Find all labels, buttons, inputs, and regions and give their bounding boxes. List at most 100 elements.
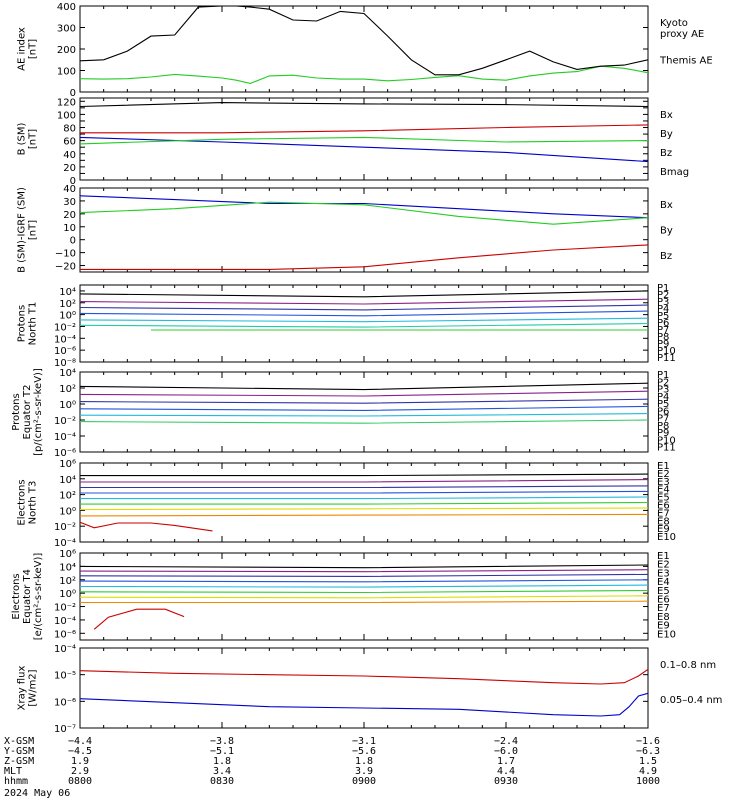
ephemeris-value: 0830 <box>210 776 234 787</box>
series-line-Themis-AE <box>80 6 648 76</box>
y-axis-label: Electrons <box>17 479 28 525</box>
ephemeris-value: −2.4 <box>494 736 518 747</box>
y-tick-label: 10⁴ <box>59 368 76 379</box>
y-tick-label: 400 <box>57 2 76 13</box>
ephemeris-value: 1.9 <box>71 756 89 767</box>
series-line-P2 <box>80 298 648 305</box>
legend-entry: P10 <box>657 346 676 357</box>
y-axis-label: Equator T2 <box>22 385 33 440</box>
legend-entry: E6 <box>657 595 670 606</box>
y-tick-label: 0 <box>70 88 76 99</box>
legend-entry: E7 <box>657 508 670 519</box>
series-line-E8 <box>80 513 648 517</box>
ephemeris-value: −6.0 <box>494 746 518 757</box>
y-tick-label: 10⁰ <box>59 589 76 600</box>
series-line-Bz <box>80 124 648 134</box>
legend-entry: P11 <box>657 443 676 454</box>
panel-db: −20 −10 0 10 20 30 40 B (SM)-IGRF (SM) [nT] Bx By B… <box>17 184 673 273</box>
ephemeris-value: −3.8 <box>210 736 234 747</box>
y-tick-label: 10⁻⁴ <box>54 432 76 443</box>
panel-xray: 10⁻⁷ 10⁻⁶ 10⁻⁵ 10⁻⁴ Xray flux [W/m2] 0.1–0.8 n… <box>17 644 723 735</box>
y-axis-label: Equator T4 <box>22 569 33 624</box>
y-tick-label: 10⁻² <box>54 522 76 533</box>
legend-entry: P9 <box>657 339 669 350</box>
ephemeris-value: −6.3 <box>636 746 660 757</box>
ephemeris-row-label: MLT <box>4 766 22 777</box>
y-tick-label: 10² <box>59 576 76 587</box>
y-tick-label: 10⁻⁴ <box>54 616 76 627</box>
y-axis-label: [nT] <box>28 39 39 59</box>
legend-entry: P8 <box>657 421 669 432</box>
series-line-E8 <box>80 600 648 604</box>
series-line-Bz <box>80 244 648 270</box>
ephemeris-value: 3.9 <box>355 766 373 777</box>
legend-entry: E1 <box>657 551 670 562</box>
y-axis-label: [W/m2] <box>28 669 39 706</box>
y-tick-label: 200 <box>57 45 76 56</box>
legend-entry: E1 <box>657 461 670 472</box>
series-line-Bx <box>80 195 648 219</box>
series-line-P6 <box>80 322 648 328</box>
legend-entry: Bx <box>660 200 673 211</box>
legend-entry: Bz <box>660 251 672 262</box>
series-line-By <box>80 136 648 145</box>
legend-entry: P5 <box>657 311 669 322</box>
ephemeris-value: 1000 <box>636 776 660 787</box>
y-axis-label: B (SM)-IGRF (SM) <box>17 187 28 273</box>
legend-entry: P1 <box>657 283 669 294</box>
y-tick-label: 300 <box>57 24 76 35</box>
series-line-Bmag <box>80 102 648 108</box>
legend-entry: P10 <box>657 435 676 446</box>
legend-entry: E10 <box>657 629 676 640</box>
y-axis-label: [p/(cm²-s-sr-keV)] <box>33 368 44 456</box>
ephemeris-date: 2024 May 06 <box>4 788 70 799</box>
y-tick-label: 10² <box>59 491 76 502</box>
ephemeris-value: 0900 <box>352 776 376 787</box>
y-axis-label: B (SM) <box>17 122 28 155</box>
ephemeris-row-label: hhmm <box>4 776 28 787</box>
y-tick-label: 40 <box>63 150 76 161</box>
legend-entry: P2 <box>657 377 669 388</box>
y-tick-label: 10⁻⁷ <box>54 724 76 735</box>
panel-frame <box>79 187 649 273</box>
series-line-P1 <box>80 290 648 298</box>
legend-entry: P3 <box>657 297 669 308</box>
y-tick-label: 10⁻⁴ <box>54 644 76 655</box>
y-tick-label: 40 <box>63 184 76 195</box>
y-tick-label: 10⁻⁵ <box>54 671 76 682</box>
y-tick-label: 10⁴ <box>59 287 76 298</box>
series-line-P1 <box>80 382 648 391</box>
y-tick-label: 10⁶ <box>59 459 76 470</box>
ephemeris-value: 2.9 <box>71 766 89 777</box>
y-tick-label: 10⁻⁸ <box>54 358 76 369</box>
y-tick-label: 10⁰ <box>59 506 76 517</box>
y-tick-label: 10² <box>59 384 76 395</box>
ephemeris-row-label: X-GSM <box>4 736 34 747</box>
ephemeris-value: 4.9 <box>639 766 657 777</box>
y-axis-label: Electrons <box>11 573 22 619</box>
legend-entry: P1 <box>657 370 669 381</box>
y-tick-label: 30 <box>63 197 76 208</box>
y-tick-label: 100 <box>57 67 76 78</box>
legend-entry: P8 <box>657 332 669 343</box>
ephemeris-value: −5.1 <box>210 746 234 757</box>
series-line-E1 <box>80 564 648 569</box>
y-tick-label: 60 <box>63 137 76 148</box>
y-axis-label: [nT] <box>28 220 39 240</box>
legend-entry: P4 <box>657 392 669 403</box>
ephemeris-value: 0930 <box>494 776 518 787</box>
y-axis-label: Protons <box>17 305 28 342</box>
y-tick-label: 10⁻⁶ <box>54 346 76 357</box>
series-line-E5 <box>80 584 648 588</box>
y-tick-label: 100 <box>57 110 76 121</box>
legend-entry: E9 <box>657 524 670 535</box>
legend-entry: E4 <box>657 485 670 496</box>
legend-entry: E6 <box>657 501 670 512</box>
legend-entry: E8 <box>657 612 670 623</box>
legend-entry: E4 <box>657 577 670 588</box>
